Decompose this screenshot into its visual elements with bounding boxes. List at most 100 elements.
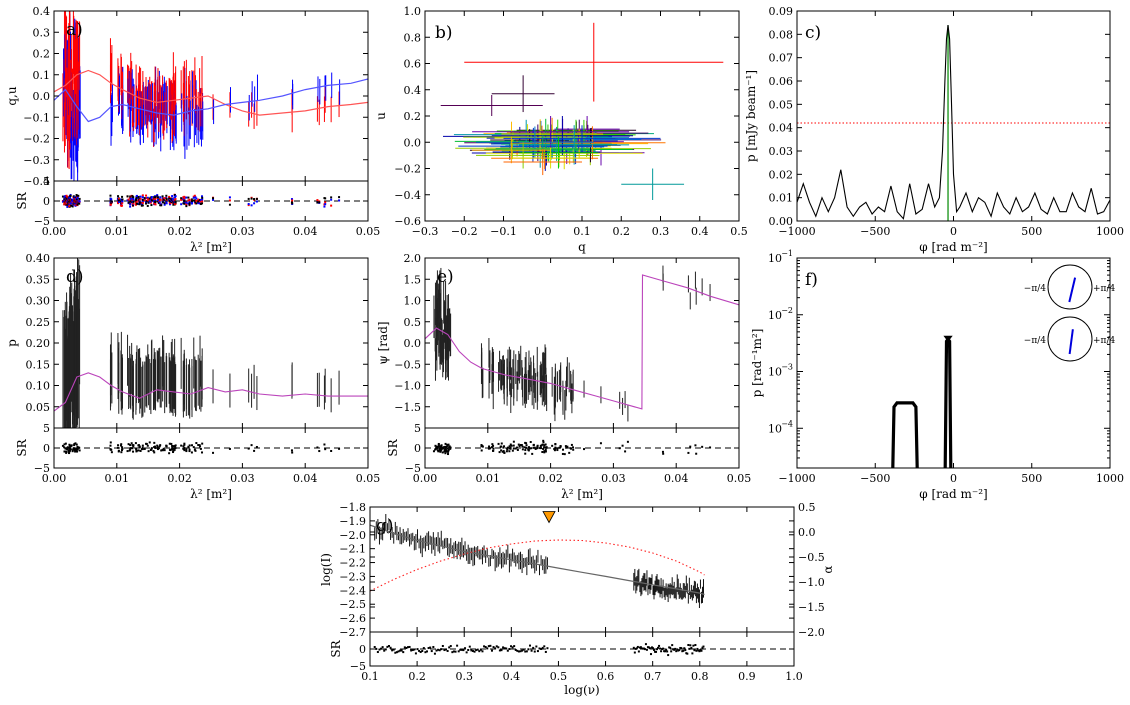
residual-point xyxy=(63,446,66,449)
residual-point xyxy=(418,649,421,652)
residual-point xyxy=(695,452,698,455)
residual-point xyxy=(161,449,164,452)
residual-point xyxy=(130,201,133,204)
residual-point xyxy=(441,644,444,647)
residual-point xyxy=(429,646,432,649)
residual-point xyxy=(572,448,575,451)
residual-point xyxy=(330,449,333,452)
x-tick-label: 0 xyxy=(950,225,957,238)
residual-point xyxy=(63,203,66,206)
residual-point xyxy=(669,646,672,649)
residual-point xyxy=(659,647,662,650)
residual-point xyxy=(129,447,132,450)
residual-point xyxy=(165,202,168,205)
residual-point xyxy=(430,650,433,653)
panel-c: −1000 −500 0 500 1000 0.00 0.01 0.02 0.03 0.04 0.0… xyxy=(744,5,1124,254)
residual-point xyxy=(694,444,697,447)
residual-point xyxy=(66,205,69,208)
residual-point xyxy=(445,449,448,452)
x-tick-label: 0.00 xyxy=(413,472,438,485)
residual-point xyxy=(157,447,160,450)
residual-point xyxy=(456,644,459,647)
residual-point xyxy=(514,447,517,450)
residual-point xyxy=(182,447,185,450)
model-line xyxy=(54,78,368,123)
residual-point xyxy=(170,442,173,445)
residual-point xyxy=(154,203,157,206)
residual-point xyxy=(554,446,557,449)
residual-point xyxy=(120,203,123,206)
residual-point xyxy=(150,448,153,451)
residual-point xyxy=(521,448,524,451)
residual-point xyxy=(497,442,500,445)
residual-point xyxy=(661,450,664,453)
residual-point xyxy=(324,201,327,204)
residual-point xyxy=(159,196,162,199)
y-axis-label: ψ [rad] xyxy=(376,321,390,364)
residual-point xyxy=(709,446,712,449)
residual-point xyxy=(250,204,253,207)
residual-point xyxy=(648,647,651,650)
residual-point xyxy=(488,445,491,448)
residual-point xyxy=(139,449,142,452)
residual-point xyxy=(570,447,573,450)
y-tick-label: −1.0 xyxy=(394,380,421,393)
residual-point xyxy=(650,646,653,649)
residual-point xyxy=(544,448,547,451)
y-tick-label: −0.2 xyxy=(394,163,421,176)
residual-point xyxy=(78,202,81,205)
residual-point xyxy=(508,648,511,651)
residual-point xyxy=(110,200,113,203)
residual-point xyxy=(512,444,515,447)
residual-point xyxy=(139,201,142,204)
residual-point xyxy=(156,194,159,197)
residual-point xyxy=(117,202,120,205)
axes-g xyxy=(369,506,795,633)
residual-point xyxy=(161,201,164,204)
y-tick-label: 0.0 xyxy=(404,136,422,149)
y-tick-label: 0 xyxy=(43,442,50,455)
residual-point xyxy=(446,444,449,447)
residual-point xyxy=(702,645,705,648)
y-tick-label: 10 xyxy=(768,422,782,435)
residual-point xyxy=(174,195,177,198)
residual-point xyxy=(492,646,495,649)
residual-point xyxy=(135,448,138,451)
residual-point xyxy=(491,446,494,449)
residual-point xyxy=(70,204,73,207)
y-tick-label: −2.3 xyxy=(339,570,366,583)
residual-point xyxy=(130,442,133,445)
residual-point xyxy=(462,649,465,652)
residual-point xyxy=(323,443,326,446)
residual-point xyxy=(426,650,429,653)
residual-point xyxy=(126,450,129,453)
residual-point xyxy=(116,446,119,449)
x-tick-label: 0.04 xyxy=(664,472,689,485)
residual-point xyxy=(558,446,561,449)
x-axis-label: φ [rad m⁻²] xyxy=(919,240,988,254)
panel-b: −0.3 −0.2 −0.1 0.0 0.1 0.2 0.3 0.4 0.5 −0.6 −0.4 −0… xyxy=(374,5,748,254)
residual-point xyxy=(525,446,528,449)
residual-point xyxy=(658,644,661,647)
residual-point xyxy=(512,447,515,450)
residual-point xyxy=(691,652,694,655)
residual-point xyxy=(253,202,256,205)
residual-point xyxy=(675,650,678,653)
residual-point xyxy=(447,453,450,456)
residual-point xyxy=(521,445,524,448)
residual-point xyxy=(447,450,450,453)
residual-point xyxy=(519,444,522,447)
residual-point xyxy=(109,199,112,202)
y-axis-label-right: α xyxy=(821,565,835,573)
residual-point xyxy=(198,444,201,447)
axes-b xyxy=(424,10,740,222)
residual-point xyxy=(68,204,71,207)
residual-point xyxy=(682,649,685,652)
residual-point xyxy=(416,648,419,651)
residual-point xyxy=(137,444,140,447)
residual-point xyxy=(109,200,112,203)
y-tick-label: 0.0 xyxy=(404,337,422,350)
rm-component xyxy=(891,401,919,469)
y-tick-label: −1.5 xyxy=(798,601,825,614)
residual-point xyxy=(201,200,204,203)
